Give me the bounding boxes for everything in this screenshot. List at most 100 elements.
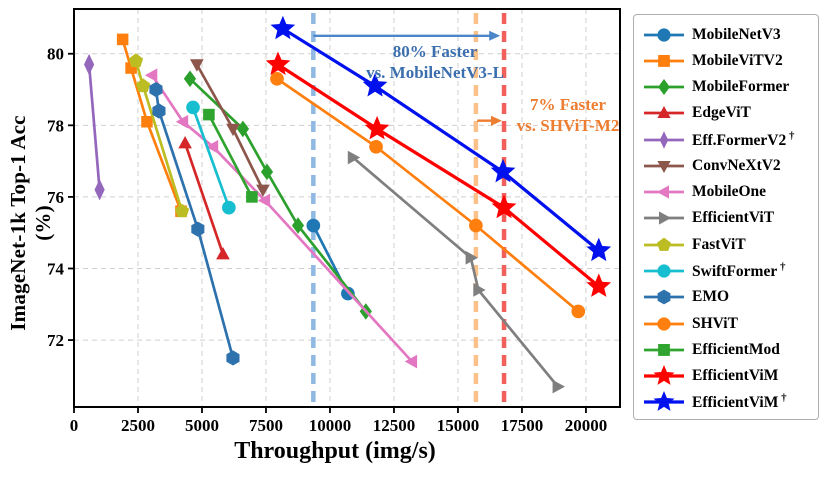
y-tick-label: 76 bbox=[47, 188, 64, 207]
data-point-EfficientViM-distilled bbox=[586, 237, 612, 262]
data-point-Eff.FormerV2-distilled bbox=[84, 53, 95, 76]
legend-label: MobileFormer bbox=[692, 78, 790, 96]
legend-label: EfficientViM † bbox=[692, 392, 787, 412]
y-tick-label: 74 bbox=[47, 259, 65, 278]
data-point-SwiftFormer-distilled bbox=[222, 200, 236, 215]
data-point-EfficientViM-distilled bbox=[490, 158, 516, 183]
star-marker-icon bbox=[644, 365, 684, 386]
legend-item-MobileFormer: MobileFormer bbox=[642, 75, 814, 100]
legend-label: FastViT bbox=[692, 235, 746, 253]
data-point-SwiftFormer-distilled bbox=[186, 100, 200, 115]
data-point-EMO bbox=[226, 350, 240, 366]
legend-label: EdgeViT bbox=[692, 104, 751, 122]
data-point-MobileNetV3 bbox=[306, 218, 321, 233]
square-marker-icon bbox=[644, 343, 684, 356]
legend-label: EfficientMod bbox=[692, 340, 780, 358]
data-point-MobileOne bbox=[144, 68, 158, 83]
data-point-SHViT bbox=[469, 218, 483, 233]
data-point-Eff.FormerV2-distilled bbox=[94, 179, 105, 201]
series-line-SHViT bbox=[275, 77, 580, 313]
data-point-ConvNeXtV2 bbox=[190, 59, 204, 72]
legend-label: ConvNeXtV2 bbox=[692, 156, 781, 174]
y-tick-label: 80 bbox=[47, 45, 64, 64]
data-point-EdgeViT bbox=[178, 136, 192, 149]
data-point-EfficientViM bbox=[491, 194, 517, 219]
data-point-EfficientViM bbox=[364, 115, 390, 140]
annotation-80-faster-line2: vs. MobileNetV3-L bbox=[366, 63, 504, 83]
data-point-EMO bbox=[152, 103, 166, 119]
legend-item-EfficientMod: EfficientMod bbox=[642, 337, 814, 362]
data-point-EdgeViT bbox=[216, 247, 230, 260]
x-tick-label: 12500 bbox=[373, 416, 416, 435]
series-line-EfficientViM-distilled bbox=[281, 27, 601, 253]
legend-label: EfficientViT bbox=[692, 209, 775, 227]
data-point-MobileOne bbox=[175, 114, 189, 129]
series-line-SwiftFormer-distilled bbox=[191, 106, 231, 209]
data-point-ConvNeXtV2 bbox=[256, 184, 270, 197]
data-point-EfficientViT bbox=[347, 150, 361, 165]
data-point-MobileOne bbox=[404, 354, 418, 369]
legend-item-SwiftFormer-distilled: SwiftFormer † bbox=[642, 259, 814, 284]
data-point-EfficientMod bbox=[203, 108, 215, 121]
legend-label: SHViT bbox=[692, 314, 738, 332]
data-point-EfficientViT bbox=[552, 379, 565, 394]
series-line-MobileFormer bbox=[188, 77, 368, 313]
x-tick-label: 5000 bbox=[185, 416, 219, 435]
legend-item-MobileViTV2: MobileViTV2 bbox=[642, 48, 814, 73]
diamond-marker-icon bbox=[644, 79, 684, 96]
annotation-arrowhead-1 bbox=[491, 115, 502, 126]
annotation-7-faster-line2: vs. SHViT-M2 bbox=[516, 116, 620, 136]
legend-item-MobileNetV3: MobileNetV3 bbox=[642, 22, 814, 47]
x-tick-label: 17500 bbox=[501, 416, 544, 435]
data-point-EfficientViM bbox=[586, 273, 612, 297]
circle-marker-icon bbox=[644, 316, 684, 331]
data-point-FastViT bbox=[128, 53, 144, 67]
x-tick-label: 2500 bbox=[121, 416, 155, 435]
thin-diamond-marker-icon bbox=[644, 130, 684, 149]
y-tick-label: 78 bbox=[47, 116, 64, 135]
circle-marker-icon bbox=[644, 264, 684, 278]
legend: MobileNetV3 MobileViTV2 MobileFormer EdgeVi… bbox=[633, 14, 819, 420]
data-point-MobileFormer bbox=[236, 120, 250, 138]
data-point-EfficientMod bbox=[246, 191, 258, 203]
series-line-MobileOne bbox=[150, 73, 414, 363]
square-marker-icon bbox=[644, 54, 684, 67]
legend-label: SwiftFormer † bbox=[692, 260, 786, 281]
legend-label: MobileOne bbox=[692, 183, 767, 201]
data-point-FastViT bbox=[135, 78, 151, 93]
legend-item-MobileOne: MobileOne bbox=[642, 180, 814, 205]
series-line-EfficientViM bbox=[276, 62, 601, 288]
triangle-left-marker-icon bbox=[644, 185, 684, 199]
data-point-EfficientViM-distilled bbox=[362, 73, 388, 97]
triangle-up-marker-icon bbox=[644, 106, 684, 119]
triangle-down-marker-icon bbox=[644, 160, 684, 173]
data-point-EMO bbox=[191, 221, 205, 237]
hexagon-marker-icon bbox=[644, 289, 684, 305]
data-point-SHViT bbox=[571, 304, 586, 319]
data-point-MobileViTV2 bbox=[116, 33, 129, 46]
x-tick-label: 10000 bbox=[309, 416, 352, 435]
data-point-MobileFormer bbox=[291, 217, 305, 234]
x-tick-label: 0 bbox=[70, 416, 79, 435]
circle-marker-icon bbox=[644, 27, 684, 42]
data-point-EfficientViT bbox=[473, 283, 486, 297]
legend-item-SHViT: SHViT bbox=[642, 311, 814, 336]
series-line-Eff.FormerV2-distilled bbox=[87, 63, 101, 192]
triangle-right-marker-icon bbox=[644, 211, 684, 226]
series-line-EdgeViT bbox=[183, 141, 225, 256]
series-line-EfficientMod bbox=[207, 113, 254, 199]
x-tick-label: 20000 bbox=[565, 416, 608, 435]
data-point-SHViT bbox=[369, 139, 383, 154]
legend-item-EMO: EMO bbox=[642, 285, 814, 310]
legend-label: MobileViTV2 bbox=[692, 51, 783, 69]
legend-label: Eff.FormerV2 † bbox=[692, 129, 795, 149]
legend-label: MobileNetV3 bbox=[692, 25, 781, 43]
data-point-MobileFormer bbox=[260, 163, 274, 181]
plot-border bbox=[73, 8, 621, 408]
annotation-7-faster: 7% Faster vs. SHViT-M2 bbox=[508, 94, 628, 137]
legend-item-ConvNeXtV2: ConvNeXtV2 bbox=[642, 153, 814, 178]
data-point-MobileOne bbox=[205, 140, 219, 154]
data-point-EMO bbox=[149, 82, 163, 98]
